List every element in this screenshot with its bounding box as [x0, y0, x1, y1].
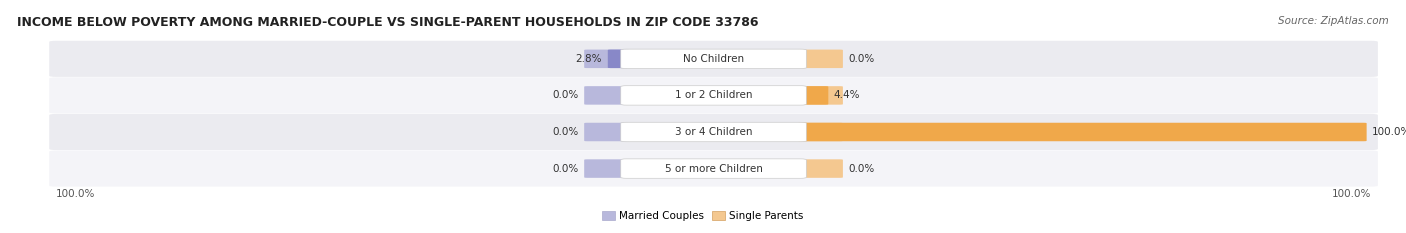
- Text: 4.4%: 4.4%: [834, 90, 860, 100]
- Text: 0.0%: 0.0%: [553, 90, 578, 100]
- Text: 100.0%: 100.0%: [56, 189, 96, 199]
- Text: 0.0%: 0.0%: [553, 164, 578, 174]
- Text: Source: ZipAtlas.com: Source: ZipAtlas.com: [1278, 16, 1389, 26]
- Text: INCOME BELOW POVERTY AMONG MARRIED-COUPLE VS SINGLE-PARENT HOUSEHOLDS IN ZIP COD: INCOME BELOW POVERTY AMONG MARRIED-COUPL…: [17, 16, 758, 29]
- Text: 0.0%: 0.0%: [848, 164, 875, 174]
- Text: 0.0%: 0.0%: [553, 127, 578, 137]
- Text: 5 or more Children: 5 or more Children: [665, 164, 762, 174]
- Text: 0.0%: 0.0%: [848, 54, 875, 64]
- Text: 1 or 2 Children: 1 or 2 Children: [675, 90, 752, 100]
- Text: 3 or 4 Children: 3 or 4 Children: [675, 127, 752, 137]
- Text: 100.0%: 100.0%: [1372, 127, 1406, 137]
- Text: No Children: No Children: [683, 54, 744, 64]
- Text: 2.8%: 2.8%: [575, 54, 602, 64]
- Legend: Married Couples, Single Parents: Married Couples, Single Parents: [599, 207, 807, 226]
- Text: 100.0%: 100.0%: [1331, 189, 1371, 199]
